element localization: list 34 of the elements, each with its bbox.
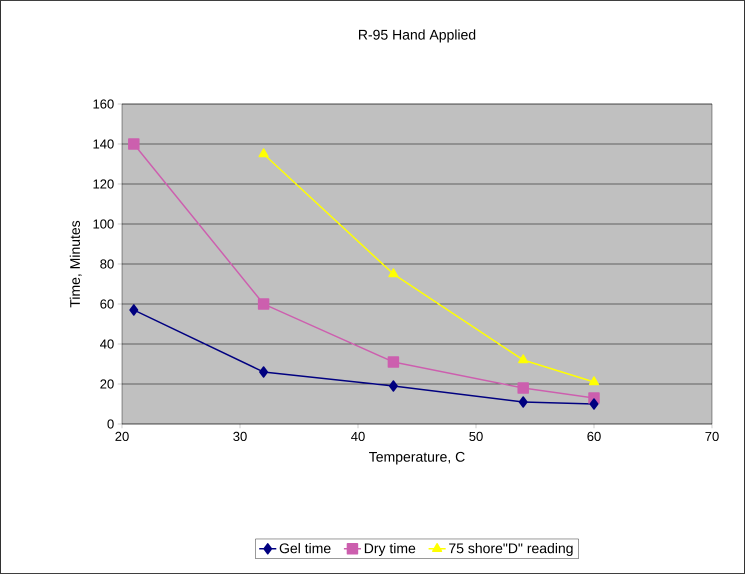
x-tick-label: 70 <box>705 432 719 442</box>
point <box>518 396 528 408</box>
y-tick-label: 20 <box>100 379 114 389</box>
point <box>388 380 398 392</box>
point <box>128 138 140 150</box>
point <box>388 268 398 278</box>
point <box>388 356 400 368</box>
y-tick-label: 0 <box>107 419 114 429</box>
y-tick-label: 80 <box>100 259 114 269</box>
point <box>518 354 528 364</box>
chart-title: R-95 Hand Applied <box>358 29 476 42</box>
point <box>259 366 268 378</box>
y-tick-label: 40 <box>100 339 114 349</box>
y-tick-label: 60 <box>100 299 114 309</box>
x-tick-label: 40 <box>351 432 365 442</box>
point <box>258 298 270 310</box>
y-axis-title: Time, Minutes <box>70 220 82 308</box>
point <box>588 376 600 386</box>
x-axis-title: Temperature, C <box>369 452 465 465</box>
y-tick-label: 100 <box>94 219 114 229</box>
legend-label: Gel time <box>280 542 331 554</box>
y-tick-label: 160 <box>94 99 114 109</box>
legend-label: Dry time <box>364 542 416 556</box>
y-tick-label: 120 <box>94 179 114 189</box>
point <box>258 148 269 158</box>
point <box>590 398 598 410</box>
x-tick-label: 20 <box>115 432 129 442</box>
y-tick-label: 140 <box>94 139 114 149</box>
point <box>129 304 138 316</box>
x-tick-label: 50 <box>469 432 483 442</box>
legend-label: 75 shore"D" reading <box>449 542 573 556</box>
point <box>517 382 529 394</box>
x-tick-label: 30 <box>233 432 247 442</box>
x-tick-label: 60 <box>587 432 601 442</box>
